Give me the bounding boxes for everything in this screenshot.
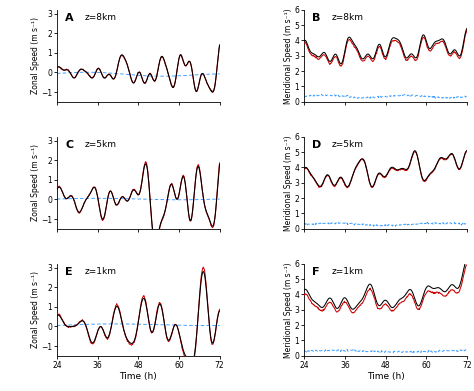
Text: z=1km: z=1km: [332, 267, 364, 276]
Text: D: D: [312, 140, 321, 151]
Y-axis label: Zonal Speed (m s⁻¹): Zonal Speed (m s⁻¹): [30, 144, 39, 221]
Text: z=1km: z=1km: [84, 267, 117, 276]
X-axis label: Time (h): Time (h): [119, 373, 157, 382]
Y-axis label: Meridional Speed (m s⁻¹): Meridional Speed (m s⁻¹): [284, 8, 293, 104]
Text: F: F: [312, 267, 320, 278]
Text: E: E: [65, 267, 73, 278]
Text: z=5km: z=5km: [332, 140, 364, 149]
Y-axis label: Zonal Speed (m s⁻¹): Zonal Speed (m s⁻¹): [30, 17, 39, 94]
X-axis label: Time (h): Time (h): [367, 373, 404, 382]
Text: A: A: [65, 13, 73, 23]
Text: z=5km: z=5km: [84, 140, 117, 149]
Text: C: C: [65, 140, 73, 151]
Text: z=8km: z=8km: [84, 13, 117, 22]
Y-axis label: Zonal Speed (m s⁻¹): Zonal Speed (m s⁻¹): [30, 271, 39, 348]
Y-axis label: Meridional Speed (m s⁻¹): Meridional Speed (m s⁻¹): [284, 262, 293, 358]
Text: z=8km: z=8km: [332, 13, 364, 22]
Y-axis label: Meridional Speed (m s⁻¹): Meridional Speed (m s⁻¹): [284, 135, 293, 231]
Text: B: B: [312, 13, 321, 23]
